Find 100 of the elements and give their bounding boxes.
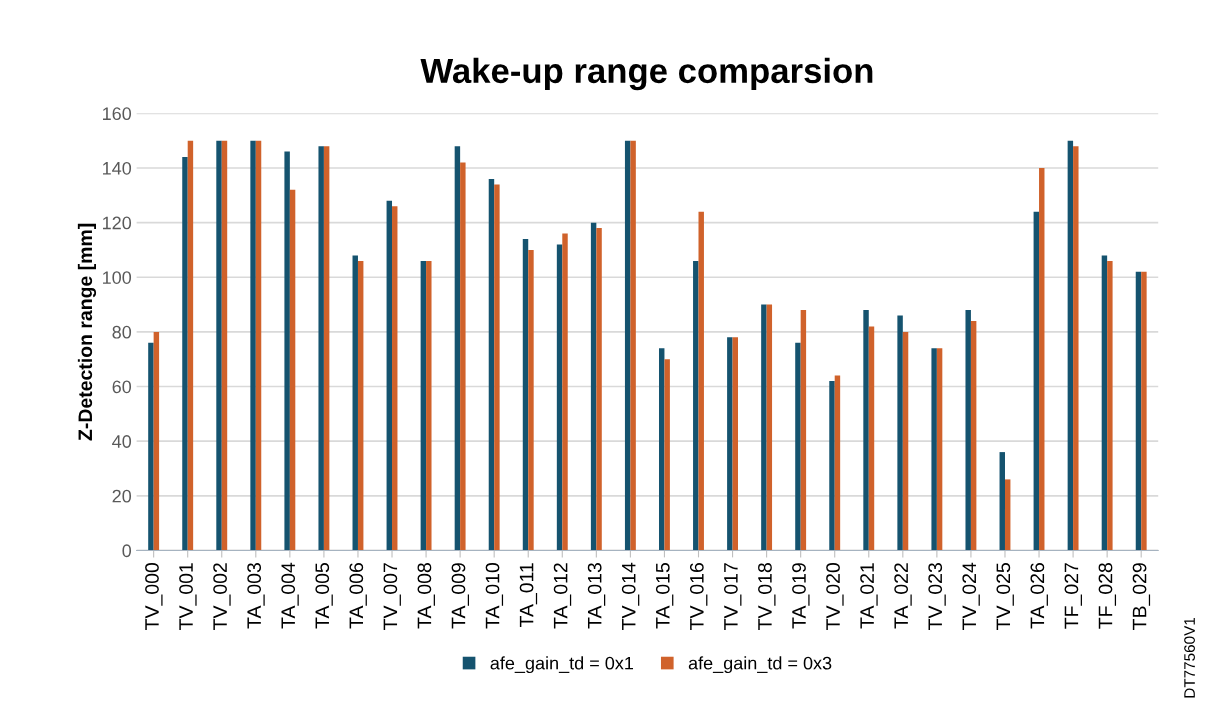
x-tick-label: TA_019: [792, 563, 810, 629]
bar: [863, 310, 869, 551]
x-tick-label: TA_022: [894, 563, 912, 629]
bar: [318, 146, 324, 551]
x-tick-label: TA_012: [553, 563, 572, 629]
bar: [420, 260, 427, 551]
x-tick-label: TA_013: [587, 563, 606, 629]
bar: [187, 140, 194, 551]
bar: [284, 151, 290, 551]
bar: [800, 310, 807, 551]
bar: [392, 206, 398, 551]
bar: [357, 260, 364, 551]
legend-label: afe_gain_td = 0x3: [688, 656, 832, 674]
bar: [761, 304, 767, 551]
bar: [693, 260, 699, 551]
bar: [221, 140, 228, 551]
text: DT77560V1: [1184, 617, 1195, 698]
bar: [352, 255, 358, 551]
y-tick-label: 60: [112, 380, 132, 394]
x-tick-label: TV_023: [928, 563, 946, 630]
bar: [426, 260, 432, 551]
x-tick-label: TA_006: [349, 563, 367, 629]
bar: [931, 348, 937, 551]
bar: [216, 140, 222, 551]
y-tick-label: 40: [112, 435, 132, 448]
x-tick-label: TV_017: [724, 563, 742, 630]
bar: [624, 140, 631, 551]
x-tick-label: TV_014: [621, 562, 640, 630]
bar: [829, 381, 835, 551]
bar: [590, 222, 597, 551]
bar: [1004, 479, 1011, 551]
bar: [698, 211, 704, 551]
x-tick-label: TV_007: [383, 563, 401, 630]
bar: [1067, 140, 1074, 551]
bar: [970, 320, 977, 551]
y-tick-label: 20: [112, 489, 132, 503]
bar: [868, 326, 875, 551]
bar: [1107, 260, 1113, 551]
bar: [522, 239, 529, 551]
bar: [250, 140, 256, 551]
bar: [664, 359, 670, 551]
bar: [727, 337, 733, 551]
x-tick-label: TB_029: [1132, 563, 1151, 630]
bar: [936, 348, 943, 551]
bar: [659, 348, 665, 551]
bar: [488, 178, 495, 551]
bar: [556, 244, 563, 551]
bar: [766, 304, 773, 551]
x-tick-label: TA_003: [247, 563, 265, 629]
bar: [965, 310, 971, 551]
bar: [795, 342, 801, 551]
x-tick-label: TA_026: [1030, 563, 1048, 629]
y-tick-label: 120: [103, 216, 132, 230]
y-axis-title: Z-Detection range [mm]: [77, 223, 97, 441]
y-tick-label: 0: [122, 544, 132, 558]
x-tick-label: TV_000: [145, 563, 163, 630]
bar: [153, 331, 160, 551]
bar: [182, 157, 188, 551]
x-tick-label: TV_024: [962, 562, 980, 630]
x-tick-label: TA_005: [315, 563, 333, 629]
bar: [630, 140, 636, 551]
bar: [834, 375, 841, 551]
y-tick-label: 140: [103, 161, 132, 175]
bar: [528, 249, 534, 551]
bar: [732, 337, 738, 551]
bar: [1033, 211, 1040, 551]
x-tick-label: TA_011: [519, 563, 538, 628]
bar: [897, 315, 903, 551]
x-tick-label: TA_004: [281, 562, 299, 629]
bar: [148, 342, 154, 551]
x-tick-label: TV_025: [996, 563, 1014, 630]
legend-label: afe_gain_td = 0x1: [490, 656, 634, 674]
x-tick-label: TA_010: [485, 563, 504, 629]
y-tick-label: 80: [112, 325, 132, 339]
x-tick-label: TV_020: [826, 563, 844, 630]
x-tick-label: TF_027: [1064, 563, 1082, 629]
y-tick-label: 100: [103, 271, 132, 284]
bar: [289, 189, 296, 551]
x-tick-label: TV_018: [758, 563, 776, 630]
chart-title: Wake-up range comparsion: [420, 57, 873, 91]
x-tick-label: TV_001: [179, 563, 197, 630]
bar: [386, 200, 393, 551]
bar: [494, 184, 500, 551]
x-tick-label: TA_021: [860, 563, 878, 629]
bar: [460, 162, 466, 551]
bar: [454, 146, 461, 551]
bar: [1141, 271, 1147, 551]
bar: [999, 452, 1005, 551]
bar: [323, 146, 330, 551]
x-tick-label: TV_016: [689, 563, 708, 630]
x-tick-label: TA_009: [451, 563, 470, 629]
x-tick-label: TA_008: [417, 563, 435, 629]
x-tick-label: TV_002: [213, 563, 231, 630]
x-tick-label: TA_015: [655, 563, 674, 629]
x-tick-label: TF_028: [1098, 563, 1117, 629]
bar: [596, 228, 602, 551]
bar: [562, 233, 568, 551]
bar: [1101, 255, 1108, 551]
bar: [1073, 146, 1079, 551]
bar: [1135, 271, 1142, 551]
